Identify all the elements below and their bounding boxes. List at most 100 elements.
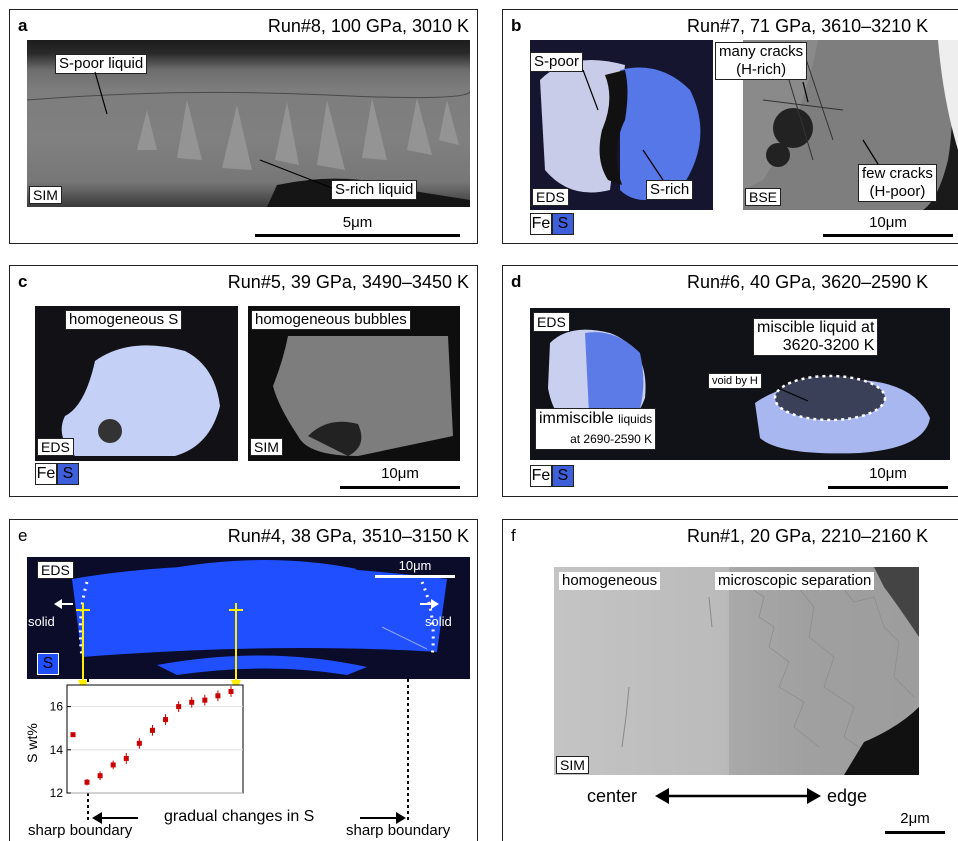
chart-ylabel: S wt%	[23, 723, 40, 763]
sim-image	[248, 306, 460, 461]
panel-title: Run#8, 100 GPa, 3010 K	[267, 16, 469, 36]
scale-bar	[823, 234, 953, 237]
label-solid-right: solid	[425, 614, 452, 629]
label-homogeneous-s: homogeneous S	[65, 310, 183, 330]
annotation-lines	[777, 387, 809, 402]
label-miscible-liquid: miscible liquid at 3620-3200 K	[753, 318, 879, 356]
eds-map	[61, 345, 221, 456]
tick-label: 16	[50, 700, 64, 714]
scale-bar	[375, 575, 455, 578]
label-homogeneous-bubbles: homogeneous bubbles	[251, 310, 411, 330]
label-s-poor-liquid: S-poor liquid	[55, 54, 148, 74]
center-edge-arrow	[655, 788, 821, 804]
data-point	[110, 762, 116, 768]
scale-bar-label: 2μm	[900, 810, 930, 827]
label-many-cracks: many cracks (H-rich)	[715, 42, 808, 80]
panel-e: e Run#4, 38 GPa, 3510–3150 K EDS 10μm so…	[9, 519, 478, 841]
label-s-poor: S-poor	[530, 52, 584, 72]
data-point	[202, 697, 208, 703]
eds-image	[35, 306, 238, 461]
data-point	[189, 699, 195, 705]
panel-b: b Run#7, 71 GPa, 3610–3210 K S-poor S-ri…	[502, 9, 958, 244]
data-point	[149, 727, 155, 733]
panel-letter: f	[511, 526, 516, 545]
mode-label-sim: SIM	[556, 756, 589, 774]
scale-bar	[885, 831, 945, 834]
legend-s: S	[552, 465, 574, 487]
label-homogeneous: homogeneous	[559, 572, 661, 590]
panel-letter: c	[18, 272, 28, 291]
scale-bar-label: 10μm	[869, 465, 907, 482]
panel-c: c Run#5, 39 GPa, 3490–3450 K homogeneous…	[9, 265, 478, 497]
label-s-rich: S-rich	[646, 180, 694, 200]
annotation-lines	[94, 71, 333, 189]
label-few-cracks: few cracks (H-poor)	[858, 164, 937, 202]
label-solid-left: solid	[28, 614, 55, 629]
scale-bar	[340, 486, 460, 489]
mode-label-eds: EDS	[532, 188, 569, 206]
panel-a: a Run#8, 100 GPa, 3010 K S-poor liquid S…	[9, 9, 478, 244]
panel-letter: e	[18, 526, 28, 545]
label-temperature-range: at 2690-2590 K	[570, 432, 653, 446]
data-point	[136, 740, 142, 746]
label-immiscible-word: immiscible	[539, 410, 619, 427]
caption-gradual-changes: gradual changes in S	[164, 808, 315, 825]
label-liquids-word: liquids	[618, 412, 653, 426]
mode-label-sim: SIM	[250, 438, 283, 456]
mode-label-eds: EDS	[37, 438, 74, 456]
legend-s: S	[552, 213, 574, 235]
panel-f: f Run#1, 20 GPa, 2210–2160 K homogeneous…	[502, 519, 958, 841]
panel-title: Run#5, 39 GPa, 3490–3450 K	[227, 272, 469, 292]
label-center: center	[587, 786, 638, 806]
label-microscopic-separation: microscopic separation	[715, 572, 875, 590]
label-immiscible-liquids: immiscible liquids at 2690-2590 K	[535, 408, 657, 450]
scale-bar	[828, 486, 948, 489]
panel-letter: b	[511, 16, 522, 35]
label-s-rich-liquid: S-rich liquid	[331, 180, 418, 200]
data-point	[97, 773, 103, 779]
legend-fe: Fe	[35, 463, 57, 485]
label-sharp-boundary-left: sharp boundary	[28, 822, 133, 839]
mode-label-sim: SIM	[29, 186, 62, 204]
panel-letter: a	[18, 16, 28, 35]
mode-label-eds: EDS	[37, 561, 74, 579]
panel-title: Run#4, 38 GPa, 3510–3150 K	[227, 526, 469, 546]
scale-bar-label: 10μm	[398, 558, 432, 573]
panel-title: Run#1, 20 GPa, 2210–2160 K	[687, 526, 929, 546]
label-edge: edge	[827, 786, 868, 806]
legend-s: S	[57, 463, 79, 485]
scale-bar	[255, 234, 460, 237]
label-void-by-h: void by H	[708, 373, 762, 389]
data-point	[176, 704, 182, 710]
mode-label-bse: BSE	[745, 188, 782, 206]
legend-fe: Fe	[530, 465, 552, 487]
scale-bar-label: 10μm	[381, 465, 419, 482]
panel-d: d Run#6, 40 GPa, 3620–2590 K EDS miscibl…	[502, 265, 958, 497]
data-point	[84, 779, 90, 785]
eds-map	[72, 560, 447, 675]
data-point	[228, 688, 234, 694]
sim-map	[621, 567, 919, 775]
annotation-lines	[582, 69, 879, 181]
legend-s: S	[37, 653, 59, 675]
data-point	[123, 755, 129, 761]
label-sharp-boundary-right: sharp boundary	[346, 822, 451, 839]
chart-frame	[66, 684, 244, 794]
data-point	[215, 693, 221, 699]
sim-image	[554, 567, 919, 775]
tick-label: 14	[50, 743, 64, 757]
panel-letter: d	[511, 272, 522, 291]
scale-bar-label: 5μm	[342, 214, 373, 231]
mode-label-eds: EDS	[533, 312, 570, 332]
scale-bar-label: 10μm	[869, 214, 907, 231]
panel-title: Run#6, 40 GPa, 3620–2590 K	[687, 272, 929, 292]
legend-fe: Fe	[530, 213, 552, 235]
panel-title: Run#7, 71 GPa, 3610–3210 K	[687, 16, 929, 36]
sample-texture	[27, 90, 470, 207]
eds-map	[540, 60, 701, 200]
tick-label: 12	[50, 786, 64, 800]
data-point	[163, 717, 169, 723]
s-content-chart: 12 14 16	[50, 684, 244, 800]
sim-map	[273, 336, 453, 456]
data-point	[70, 732, 76, 738]
